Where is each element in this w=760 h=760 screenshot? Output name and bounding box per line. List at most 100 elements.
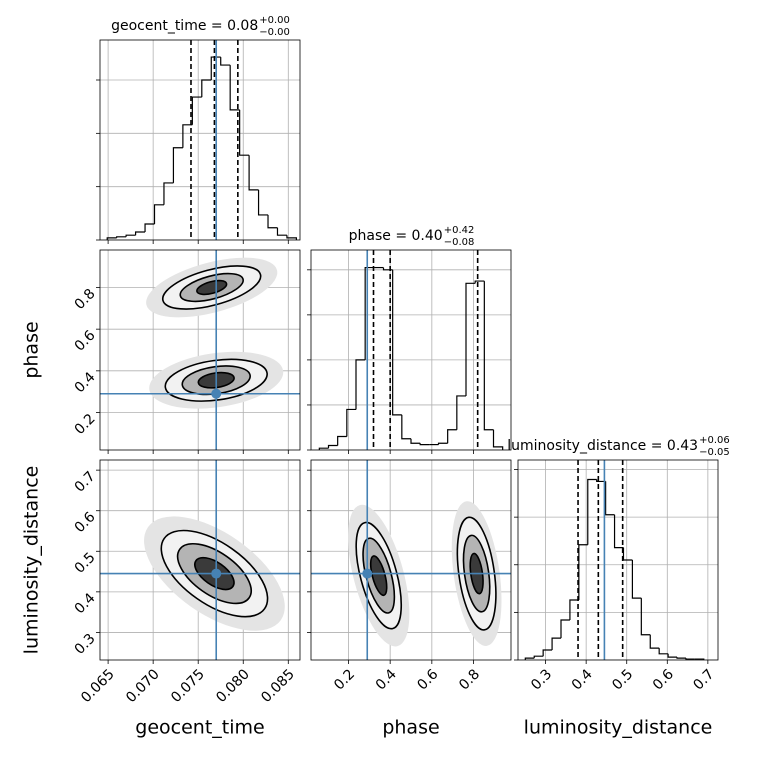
hist-step bbox=[201, 79, 212, 98]
x-tick-label: 0.4 bbox=[569, 666, 596, 693]
plot-area bbox=[518, 460, 718, 660]
x-tick-label: 0.065 bbox=[78, 666, 118, 706]
x-axis-label: geocent_time bbox=[135, 717, 264, 739]
hist-step bbox=[106, 237, 117, 240]
y-tick-label: 0.8 bbox=[72, 286, 99, 313]
hist-step bbox=[182, 124, 193, 148]
y-axis-label: luminosity_distance bbox=[21, 466, 43, 655]
hist-step bbox=[596, 479, 606, 483]
panel-frame bbox=[99, 39, 301, 241]
y-tick-label: 0.7 bbox=[72, 468, 99, 495]
hist-step bbox=[125, 234, 136, 237]
hist-step bbox=[172, 147, 183, 183]
y-tick-label: 0.4 bbox=[72, 590, 99, 617]
hist-step bbox=[144, 223, 155, 232]
x-tick-label: 0.8 bbox=[456, 666, 483, 693]
y-tick-label: 0.4 bbox=[72, 369, 99, 396]
panel-title: phase = 0.40 bbox=[349, 228, 443, 244]
contour-level bbox=[196, 279, 228, 296]
panel-frame bbox=[517, 459, 719, 661]
plot-area bbox=[100, 460, 300, 660]
plot-area bbox=[100, 40, 300, 240]
hist-step bbox=[492, 429, 504, 450]
hist-step bbox=[474, 280, 485, 284]
x-axis-label: phase bbox=[382, 717, 439, 739]
hist-step bbox=[578, 544, 588, 600]
y-tick-label: 0.2 bbox=[72, 411, 99, 438]
hist-step bbox=[542, 649, 553, 657]
hist-step bbox=[153, 204, 164, 224]
hist-step bbox=[318, 447, 329, 450]
x-tick-label: 0.080 bbox=[213, 666, 253, 706]
hist-step bbox=[248, 155, 259, 191]
panel: 0.2 0.4 0.6 0.8 phase bbox=[307, 459, 512, 739]
x-tick-label: 0.4 bbox=[373, 666, 400, 693]
hist-step bbox=[524, 657, 535, 660]
panel: 0.065 0.070 0.075 0.080 0.085 0.3 0.4 0.5 0.6 0.7… bbox=[21, 459, 301, 739]
hist-step bbox=[337, 435, 347, 446]
hist-step bbox=[346, 408, 356, 437]
hist-step bbox=[456, 395, 466, 430]
panel-title: luminosity_distance = 0.43 bbox=[507, 438, 698, 454]
x-tick-label: 0.3 bbox=[528, 666, 555, 693]
x-tick-label: 0.6 bbox=[414, 666, 441, 693]
truth-point bbox=[211, 388, 222, 399]
y-tick-label: 0.6 bbox=[72, 509, 99, 536]
hist-step bbox=[210, 56, 221, 80]
hist-step bbox=[276, 227, 287, 236]
hist-step bbox=[267, 214, 278, 229]
title-sup: +0.00 bbox=[259, 15, 290, 26]
panel: 0.2 0.4 0.6 0.8 phase bbox=[21, 249, 301, 454]
hist-step bbox=[392, 269, 402, 416]
x-tick-label: 0.7 bbox=[690, 666, 717, 693]
hist-step bbox=[649, 634, 660, 649]
hist-step bbox=[382, 267, 393, 271]
panel: phase = 0.40 +0.42−0.08 bbox=[307, 225, 512, 454]
hist-step bbox=[640, 598, 651, 636]
x-tick-label: 0.5 bbox=[609, 666, 636, 693]
truth-point bbox=[362, 568, 373, 579]
x-tick-label: 0.6 bbox=[650, 666, 677, 693]
hist-step bbox=[551, 637, 562, 650]
x-tick-label: 0.085 bbox=[258, 666, 298, 706]
hist-step bbox=[676, 657, 686, 659]
y-tick-label: 0.5 bbox=[72, 550, 99, 577]
truth-point bbox=[211, 568, 222, 579]
plot-area bbox=[311, 250, 511, 450]
panel-frame bbox=[99, 459, 301, 661]
hist-step bbox=[364, 266, 375, 360]
hist-step bbox=[286, 235, 297, 240]
hist-step bbox=[419, 443, 430, 446]
y-axis-label: phase bbox=[21, 321, 43, 378]
plot-area bbox=[100, 250, 300, 450]
hist-step bbox=[257, 189, 269, 216]
x-axis-label: luminosity_distance bbox=[524, 717, 713, 739]
plot-area bbox=[311, 460, 511, 660]
hist-step bbox=[483, 281, 494, 431]
panel-frame bbox=[99, 249, 301, 451]
hist-step bbox=[685, 658, 695, 660]
panel: geocent_time = 0.08 +0.00−0.00 bbox=[96, 15, 301, 244]
hist-step bbox=[410, 438, 421, 444]
hist-step bbox=[631, 560, 642, 599]
title-sup: +0.42 bbox=[444, 225, 475, 236]
panel: 0.3 0.4 0.5 0.6 0.7 luminosity_distance lumino… bbox=[507, 435, 729, 739]
hist-step bbox=[560, 619, 570, 639]
hist-step bbox=[116, 236, 127, 238]
hist-step bbox=[220, 57, 231, 66]
hist-step bbox=[622, 547, 633, 561]
panel-frame bbox=[310, 249, 512, 451]
hist-step bbox=[569, 599, 579, 620]
hist-step bbox=[229, 65, 240, 111]
hist-step bbox=[613, 514, 624, 549]
hist-step bbox=[134, 231, 146, 236]
hist-step bbox=[239, 109, 250, 156]
hist-step bbox=[667, 653, 678, 658]
x-tick-label: 0.075 bbox=[168, 666, 208, 706]
x-tick-label: 0.070 bbox=[123, 666, 163, 706]
hist-step bbox=[401, 414, 411, 440]
title-sub: −0.00 bbox=[259, 27, 290, 38]
hist-step bbox=[658, 648, 669, 655]
